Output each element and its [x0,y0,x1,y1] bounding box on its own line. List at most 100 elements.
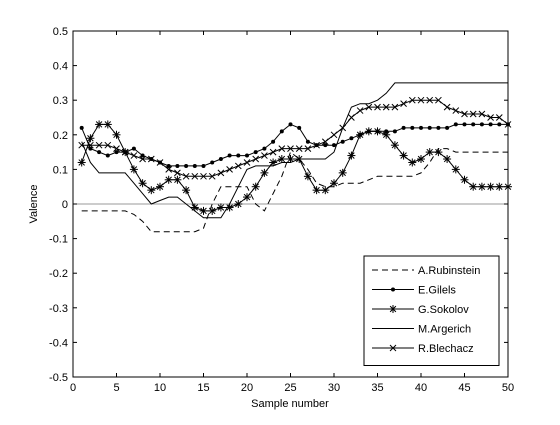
y-tick-label: 0.3 [53,95,68,107]
data-point-e-gilels [410,125,415,130]
data-point-g-sokolov [417,155,425,164]
data-point-e-gilels [419,125,423,130]
data-point-r-blechacz [295,145,303,152]
data-point-e-gilels [497,122,502,127]
data-point-g-sokolov [156,182,164,191]
data-point-e-gilels [140,153,145,158]
x-tick-label: 50 [502,382,514,394]
legend-box [363,255,500,366]
data-point-g-sokolov [208,206,217,215]
data-point-g-sokolov [364,127,373,136]
data-point-g-sokolov [486,182,495,191]
data-point-e-gilels [471,122,476,127]
data-point-g-sokolov [330,179,338,188]
x-tick-label: 30 [328,382,340,394]
data-point-r-blechacz [321,138,329,146]
data-point-r-blechacz [339,124,347,132]
data-point-r-blechacz [200,172,207,180]
data-point-r-blechacz [174,169,181,177]
data-point-e-gilels [253,150,258,155]
data-point-r-blechacz [313,141,320,149]
data-point-g-sokolov [112,130,121,139]
data-point-e-gilels [392,129,397,134]
data-point-g-sokolov [356,130,365,139]
data-point-g-sokolov [286,155,295,164]
data-point-e-gilels [271,139,276,144]
data-point-r-blechacz [495,114,503,121]
data-point-r-blechacz [461,110,468,118]
data-point-g-sokolov [234,200,243,208]
data-point-r-blechacz [400,100,407,108]
data-point-r-blechacz [382,103,390,111]
data-point-e-gilels [349,136,354,141]
data-point-g-sokolov [243,193,251,202]
data-point-g-sokolov [251,182,260,191]
data-point-g-sokolov [425,148,434,157]
data-point-e-gilels [340,139,345,144]
data-point-r-blechacz [435,96,442,104]
x-tick-label: 20 [241,382,253,394]
data-point-r-blechacz [287,145,294,152]
y-tick-label: 0.1 [53,164,68,176]
data-point-e-gilels [218,157,223,162]
data-point-e-gilels [192,163,197,168]
data-point-g-sokolov [434,148,443,157]
y-tick-label: -0.5 [49,372,68,384]
data-point-r-blechacz [304,145,312,152]
data-point-g-sokolov [190,203,199,212]
data-point-r-blechacz [417,96,425,104]
legend: A.Rubinstein E.Gilels G.Sokolov M.Argerich R… [363,255,500,366]
data-point-e-gilels [288,122,293,127]
data-point-g-sokolov [347,151,356,160]
data-point-g-sokolov [477,182,486,191]
data-point-r-blechacz [478,110,486,118]
data-point-e-gilels [297,125,302,130]
data-point-g-sokolov [338,168,347,177]
data-point-r-blechacz [87,141,94,149]
legend-label-g-sokolov: G.Sokolov [418,304,469,316]
data-point-g-sokolov [77,158,86,167]
data-point-r-blechacz [78,141,86,149]
data-point-e-gilels [279,129,284,134]
data-point-r-blechacz [365,103,373,111]
y-axis-label: Valence [28,185,40,224]
series-line-m-argerich [81,82,508,219]
data-point-e-gilels [427,125,432,130]
y-tick-label: 0.5 [53,26,68,38]
data-point-r-blechacz [452,107,460,114]
data-point-e-gilels [201,163,206,168]
legend-label-r-blechacz: R.Blechacz [418,343,474,355]
data-point-g-sokolov [173,175,182,184]
data-point-r-blechacz [487,114,494,121]
data-point-e-gilels [79,125,84,130]
data-point-e-gilels [401,125,406,130]
x-tick-label: 35 [371,382,383,394]
data-point-r-blechacz [278,145,286,152]
data-point-r-blechacz [348,114,355,121]
data-point-r-blechacz [165,166,173,173]
data-point-r-blechacz [130,152,138,159]
data-point-r-blechacz [217,169,225,177]
data-point-r-blechacz [356,107,364,114]
legend-marker-e-gilels [391,287,395,292]
y-tick-label: -0.2 [49,268,68,280]
data-point-r-blechacz [391,103,399,111]
series-r-blechacz [78,96,512,180]
data-point-g-sokolov [460,175,469,184]
data-point-g-sokolov [199,206,208,215]
data-point-r-blechacz [147,155,155,163]
data-point-r-blechacz [182,172,190,180]
data-point-r-blechacz [113,145,120,152]
legend-marker-g-sokolov [389,305,397,313]
data-point-r-blechacz [234,162,242,170]
data-point-r-blechacz [252,155,260,163]
data-point-g-sokolov [469,182,478,191]
data-point-r-blechacz [261,152,268,159]
data-point-e-gilels [131,146,136,151]
data-point-e-gilels [488,122,493,127]
data-point-g-sokolov [164,175,173,184]
data-point-e-gilels [227,153,232,158]
data-point-r-blechacz [408,96,416,104]
data-point-g-sokolov [138,179,147,188]
